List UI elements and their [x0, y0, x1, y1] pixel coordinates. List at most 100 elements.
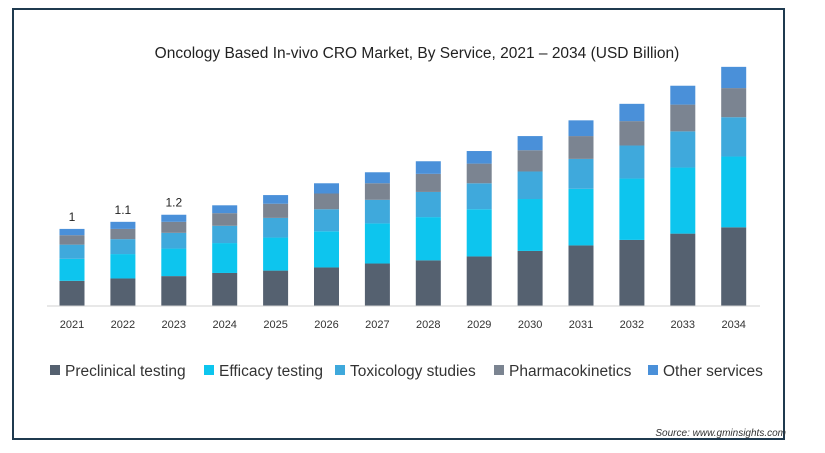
- bar-2034-series-3: [721, 88, 747, 118]
- bar-2034-series-0: [721, 227, 747, 306]
- bar-2027-series-3: [364, 183, 390, 200]
- bar-2022-series-0: [110, 278, 136, 306]
- data-labels-group: 1 1.1 1.2: [69, 196, 183, 224]
- legend-swatch: [204, 365, 214, 375]
- bar-2028-series-3: [415, 173, 441, 192]
- legend-label: Preclinical testing: [65, 363, 186, 380]
- bar-2024-series-1: [212, 243, 238, 273]
- bar-2021-series-0: [59, 280, 85, 306]
- x-tick-label: 2027: [365, 319, 389, 331]
- bar-2026-series-0: [314, 267, 339, 306]
- x-tick-label: 2029: [467, 319, 491, 331]
- x-tick-label: 2030: [518, 319, 542, 331]
- legend-swatch: [50, 365, 60, 375]
- bar-2032-series-2: [619, 145, 645, 179]
- legend-swatch: [648, 365, 658, 375]
- x-tick-label: 2033: [671, 319, 695, 331]
- bar-2034-series-1: [721, 156, 747, 228]
- legend-label: Pharmacokinetics: [509, 363, 632, 380]
- bar-2026-series-3: [314, 193, 339, 210]
- data-label: 1.2: [165, 196, 182, 210]
- bars-group: [59, 66, 747, 306]
- bar-2027-series-2: [364, 199, 390, 224]
- bar-2031-series-2: [568, 158, 594, 189]
- x-tick-label: 2026: [314, 319, 338, 331]
- data-label: 1: [69, 210, 76, 224]
- bar-2027-series-1: [364, 223, 390, 264]
- bar-2031-series-4: [568, 120, 594, 137]
- bar-2029-series-3: [466, 163, 492, 184]
- legend-swatch: [335, 365, 345, 375]
- bar-2031-series-3: [568, 136, 594, 159]
- bar-2021-series-2: [59, 244, 85, 259]
- bar-2028-series-4: [415, 161, 441, 174]
- bar-2032-series-1: [619, 178, 645, 240]
- bar-2026-series-1: [314, 231, 339, 268]
- bar-2025-series-4: [263, 195, 289, 204]
- bar-2021-series-4: [59, 228, 85, 236]
- bar-2027-series-0: [364, 263, 390, 306]
- bar-2025-series-3: [263, 203, 289, 218]
- x-tick-label: 2025: [263, 319, 287, 331]
- x-tick-label: 2022: [111, 319, 135, 331]
- bar-2031-series-0: [568, 245, 594, 306]
- bar-2034-series-4: [721, 66, 747, 89]
- bar-2033-series-4: [670, 85, 696, 105]
- bar-2025-series-0: [263, 270, 289, 306]
- bar-2026-series-4: [314, 183, 339, 194]
- bar-2024-series-2: [212, 225, 238, 244]
- bar-2032-series-0: [619, 239, 645, 306]
- bar-2023-series-2: [161, 232, 187, 249]
- x-tick-label: 2028: [416, 319, 440, 331]
- bar-2025-series-1: [263, 237, 289, 271]
- bar-2023-series-3: [161, 221, 187, 233]
- bar-2029-series-0: [466, 256, 492, 306]
- bar-2029-series-4: [466, 151, 492, 164]
- bar-2030-series-4: [517, 136, 543, 151]
- bar-2028-series-1: [415, 217, 441, 261]
- bar-2028-series-2: [415, 191, 441, 218]
- bar-2029-series-2: [466, 183, 492, 210]
- x-tick-label: 2031: [569, 319, 593, 331]
- chart-title: Oncology Based In-vivo CRO Market, By Se…: [155, 45, 680, 62]
- x-tick-label: 2021: [60, 319, 84, 331]
- source-note: Source: www.gminsights.com: [655, 428, 786, 439]
- bar-2033-series-3: [670, 104, 696, 132]
- bar-2033-series-0: [670, 233, 696, 306]
- bar-2021-series-1: [59, 258, 85, 281]
- x-tick-label: 2032: [620, 319, 644, 331]
- bar-2030-series-3: [517, 150, 543, 172]
- legend-label: Efficacy testing: [219, 363, 323, 380]
- legend-label: Toxicology studies: [350, 363, 476, 380]
- bar-2022-series-3: [110, 228, 136, 240]
- bar-2023-series-0: [161, 276, 187, 306]
- x-ticks-group: 2021 2022 2023 2024 2025 2026 2027 2028 2029 2030…: [60, 319, 746, 331]
- bar-2030-series-2: [517, 171, 543, 200]
- bar-2032-series-4: [619, 103, 645, 122]
- bar-2025-series-2: [263, 217, 289, 238]
- x-tick-label: 2024: [212, 319, 236, 331]
- bar-2026-series-2: [314, 209, 339, 232]
- bar-2022-series-4: [110, 221, 136, 229]
- bar-2031-series-1: [568, 188, 594, 246]
- bar-2030-series-1: [517, 199, 543, 251]
- x-tick-label: 2023: [162, 319, 186, 331]
- bar-2022-series-2: [110, 239, 136, 255]
- bar-2021-series-3: [59, 235, 85, 245]
- data-label: 1.1: [115, 203, 132, 217]
- bar-2027-series-4: [364, 172, 390, 184]
- bar-2024-series-3: [212, 213, 238, 226]
- bar-2033-series-1: [670, 167, 696, 234]
- bar-2028-series-0: [415, 260, 441, 306]
- bar-2030-series-0: [517, 250, 543, 306]
- legend-label: Other services: [663, 363, 763, 380]
- x-tick-label: 2034: [721, 319, 745, 331]
- legend: Preclinical testing Efficacy testing Toxic…: [50, 363, 763, 380]
- bar-2034-series-2: [721, 117, 747, 157]
- bar-2024-series-4: [212, 205, 238, 214]
- bar-2023-series-4: [161, 214, 187, 222]
- bar-2024-series-0: [212, 272, 238, 306]
- bar-2033-series-2: [670, 131, 696, 168]
- bar-2022-series-1: [110, 254, 136, 279]
